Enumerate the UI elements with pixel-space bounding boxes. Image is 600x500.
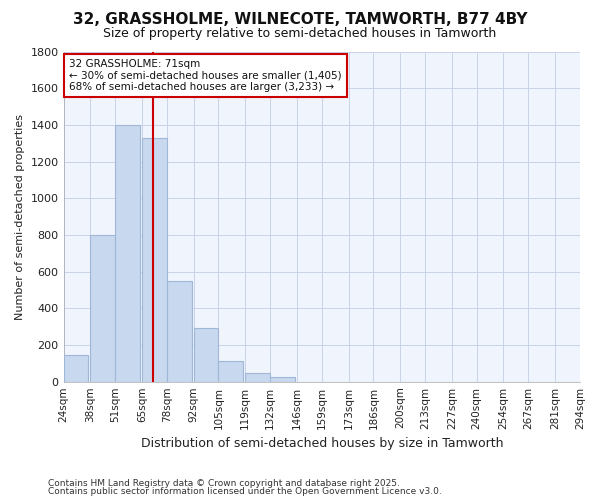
- Text: 32 GRASSHOLME: 71sqm
← 30% of semi-detached houses are smaller (1,405)
68% of se: 32 GRASSHOLME: 71sqm ← 30% of semi-detac…: [69, 59, 342, 92]
- Bar: [115, 125, 140, 382]
- Text: 32, GRASSHOLME, WILNECOTE, TAMWORTH, B77 4BY: 32, GRASSHOLME, WILNECOTE, TAMWORTH, B77…: [73, 12, 527, 28]
- Bar: [194, 328, 218, 382]
- Bar: [142, 138, 167, 382]
- Bar: [91, 235, 115, 382]
- Text: Contains public sector information licensed under the Open Government Licence v3: Contains public sector information licen…: [48, 487, 442, 496]
- Text: Contains HM Land Registry data © Crown copyright and database right 2025.: Contains HM Land Registry data © Crown c…: [48, 478, 400, 488]
- X-axis label: Distribution of semi-detached houses by size in Tamworth: Distribution of semi-detached houses by …: [140, 437, 503, 450]
- Text: Size of property relative to semi-detached houses in Tamworth: Size of property relative to semi-detach…: [103, 28, 497, 40]
- Y-axis label: Number of semi-detached properties: Number of semi-detached properties: [15, 114, 25, 320]
- Bar: [218, 360, 244, 382]
- Bar: [270, 377, 295, 382]
- Bar: [245, 372, 270, 382]
- Bar: [167, 281, 191, 382]
- Bar: [64, 354, 88, 382]
